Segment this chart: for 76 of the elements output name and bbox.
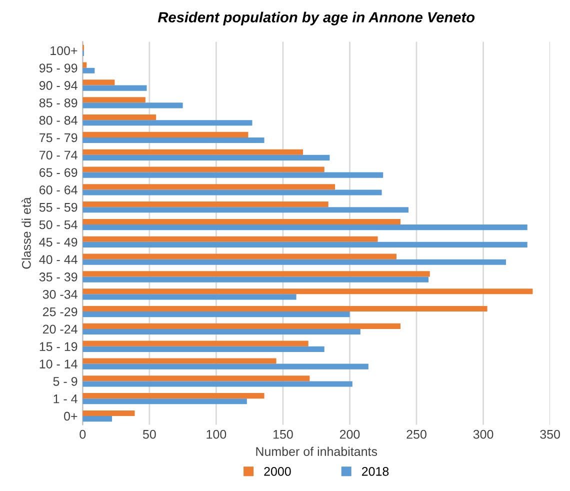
bar <box>82 271 430 277</box>
x-tick-label: 50 <box>142 430 156 439</box>
y-tick-label: 55 - 59 <box>39 202 78 212</box>
y-tick-label: 80 - 84 <box>39 116 78 125</box>
y-tick-label: 40 - 44 <box>39 255 78 264</box>
bar <box>82 340 308 346</box>
y-tick-label: 75 - 79 <box>40 133 78 142</box>
bar <box>82 172 384 178</box>
chart-title: Resident population by age in Annone Veneto <box>158 12 475 26</box>
bar <box>82 288 533 294</box>
x-tick-label: 0 <box>80 430 86 439</box>
bar <box>82 154 330 160</box>
y-tick-label: 90 - 94 <box>39 81 78 90</box>
y-tick-label: 1 - 4 <box>54 394 78 404</box>
bar <box>82 312 350 318</box>
bar <box>82 236 378 242</box>
bar <box>82 294 296 300</box>
bar <box>82 358 276 364</box>
y-tick-label: 35 - 39 <box>39 272 78 282</box>
bar <box>82 306 488 312</box>
bar <box>82 97 146 103</box>
x-tick-label: 150 <box>273 430 293 439</box>
bar <box>82 242 528 248</box>
bar <box>82 120 252 126</box>
bar <box>82 137 264 144</box>
y-tick-label: 85 - 89 <box>39 98 78 108</box>
y-tick-label: 50 - 54 <box>39 220 78 230</box>
bar <box>82 102 183 108</box>
y-tick-label: 15 - 19 <box>40 342 78 352</box>
y-tick-label: 70 - 74 <box>40 150 78 160</box>
bar <box>82 381 352 387</box>
bar <box>82 398 247 404</box>
bar <box>82 68 95 74</box>
bar <box>82 166 324 172</box>
bar <box>82 80 115 86</box>
bar <box>82 149 303 155</box>
x-tick-label: 250 <box>406 430 426 439</box>
y-tick-label: 25 -29 <box>42 307 78 316</box>
y-tick-label: 5 - 9 <box>53 376 78 386</box>
bar <box>82 184 336 190</box>
legend-label: 2000 <box>264 467 291 476</box>
bar <box>82 376 310 382</box>
bar <box>82 276 429 282</box>
x-axis-title: Number of inhabitants <box>256 446 378 456</box>
bar <box>82 114 156 120</box>
x-tick-label: 300 <box>473 430 494 439</box>
bar <box>82 328 360 335</box>
x-tick-label: 350 <box>540 430 560 439</box>
y-tick-label: 100+ <box>50 46 78 56</box>
bar <box>82 85 147 91</box>
x-tick-label: 200 <box>340 430 360 439</box>
bar <box>82 254 396 260</box>
y-tick-label: 45 - 49 <box>39 238 78 247</box>
y-tick-label: 65 - 69 <box>40 168 78 177</box>
bar <box>82 224 528 230</box>
bar <box>82 346 324 352</box>
bar <box>82 259 506 265</box>
y-tick-label: 60 - 64 <box>40 186 78 194</box>
bar <box>82 410 135 416</box>
bar <box>82 393 264 399</box>
y-tick-label: 10 - 14 <box>40 360 78 368</box>
bar <box>82 218 400 225</box>
bar <box>82 207 408 213</box>
y-axis-title: Classe di età <box>22 197 31 269</box>
bar <box>82 364 368 370</box>
y-tick-label: 0+ <box>64 412 78 421</box>
bar <box>82 323 400 329</box>
legend-label: 2018 <box>362 467 389 476</box>
y-tick-label: 20 -24 <box>42 324 78 334</box>
y-tick-label: 95 - 99 <box>39 64 78 72</box>
bar <box>82 202 328 208</box>
bar <box>82 416 112 422</box>
bar <box>82 132 248 138</box>
bar <box>82 190 382 196</box>
y-tick-label: 30 -34 <box>42 290 78 299</box>
x-tick-label: 100 <box>206 430 226 439</box>
